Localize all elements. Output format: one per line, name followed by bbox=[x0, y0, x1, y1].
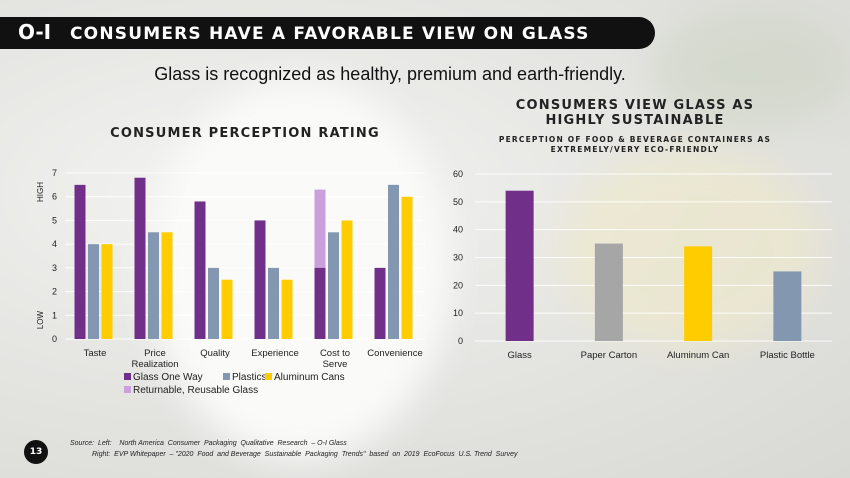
y-tick-label: 6 bbox=[52, 192, 57, 202]
y-tick-label: 1 bbox=[52, 310, 57, 320]
right-chart-title: CONSUMERS VIEW GLASS AS HIGHLY SUSTAINAB… bbox=[515, 98, 755, 128]
x-tick-label: Convenience bbox=[367, 348, 422, 359]
x-tick-label: Price bbox=[144, 348, 166, 359]
x-tick-label: Plastic Bottle bbox=[760, 350, 815, 361]
legend-label: Returnable, Reusable Glass bbox=[133, 385, 258, 396]
source-line-2: Right: EVP Whitepaper – "2020 Food and B… bbox=[92, 451, 518, 458]
bar-plastic-bottle bbox=[773, 271, 802, 341]
bar-aluminum-cans bbox=[161, 232, 173, 339]
x-tick-label: Quality bbox=[200, 348, 230, 359]
bar-plastics bbox=[328, 232, 339, 339]
y-tick-label: 2 bbox=[52, 287, 57, 297]
bar-glass-one-way bbox=[74, 184, 86, 339]
right-chart-subtitle: PERCEPTION OF FOOD & BEVERAGE CONTAINERS… bbox=[498, 135, 772, 154]
bar-glass bbox=[505, 190, 534, 341]
oi-logo: O-I bbox=[18, 20, 52, 44]
y-label-high: HIGH bbox=[36, 182, 45, 202]
y-tick-label: 0 bbox=[52, 334, 57, 344]
y-tick-label: 7 bbox=[52, 168, 57, 178]
left-chart-title: CONSUMER PERCEPTION RATING bbox=[110, 126, 380, 141]
x-tick-label: Taste bbox=[84, 348, 107, 359]
bar-glass-one-way bbox=[194, 201, 206, 339]
y-tick-label: 10 bbox=[453, 308, 463, 318]
y-tick-label: 60 bbox=[453, 169, 463, 179]
y-tick-label: 40 bbox=[453, 225, 463, 235]
bar-aluminum-cans bbox=[101, 244, 113, 339]
bar-aluminum-cans bbox=[341, 220, 353, 339]
x-tick-label: Cost to bbox=[320, 348, 350, 359]
legend-swatch bbox=[223, 373, 230, 380]
bar-plastics bbox=[388, 184, 399, 339]
y-tick-label: 3 bbox=[52, 263, 57, 273]
bar-glass-one-way bbox=[254, 220, 266, 339]
bar-plastics bbox=[88, 244, 99, 339]
bar-plastics bbox=[268, 267, 279, 339]
legend-label: Plastics bbox=[232, 372, 266, 383]
page-number: 13 bbox=[24, 440, 48, 464]
legend-swatch bbox=[265, 373, 272, 380]
x-tick-label: Paper Carton bbox=[581, 350, 638, 361]
x-tick-label: Experience bbox=[251, 348, 299, 359]
x-tick-label: Aluminum Can bbox=[667, 350, 729, 361]
bar-paper-carton bbox=[594, 243, 623, 341]
page-title: CONSUMERS HAVE A FAVORABLE VIEW ON GLASS bbox=[70, 24, 590, 44]
y-label-low: LOW bbox=[36, 310, 45, 329]
x-tick-label: Glass bbox=[507, 350, 532, 361]
y-tick-label: 5 bbox=[52, 215, 57, 225]
y-tick-label: 20 bbox=[453, 280, 463, 290]
bar-aluminum-cans bbox=[221, 279, 233, 339]
y-tick-label: 50 bbox=[453, 197, 463, 207]
legend-swatch bbox=[124, 373, 131, 380]
legend-swatch bbox=[124, 386, 131, 393]
x-tick-label: Serve bbox=[323, 359, 348, 370]
subtitle: Glass is recognized as healthy, premium … bbox=[154, 64, 626, 84]
bar-plastics bbox=[208, 267, 219, 339]
source-line-1: Source: Left: North America Consumer Pac… bbox=[70, 440, 347, 447]
bar-glass-one-way bbox=[134, 177, 146, 339]
y-tick-label: 30 bbox=[453, 253, 463, 263]
legend-label: Aluminum Cans bbox=[274, 372, 345, 383]
bar-glass-one-way bbox=[374, 267, 386, 339]
legend-label: Glass One Way bbox=[133, 372, 203, 383]
title-bar bbox=[0, 17, 655, 49]
bar-aluminum-cans bbox=[281, 279, 293, 339]
bar-glass-one-way bbox=[314, 267, 326, 339]
bar-aluminum-can bbox=[684, 246, 713, 341]
x-tick-label: Realization bbox=[132, 359, 179, 370]
y-tick-label: 4 bbox=[52, 239, 57, 249]
bar-returnable-glass bbox=[314, 189, 326, 268]
bar-plastics bbox=[148, 232, 159, 339]
bar-aluminum-cans bbox=[401, 196, 413, 339]
y-tick-label: 0 bbox=[458, 336, 463, 346]
